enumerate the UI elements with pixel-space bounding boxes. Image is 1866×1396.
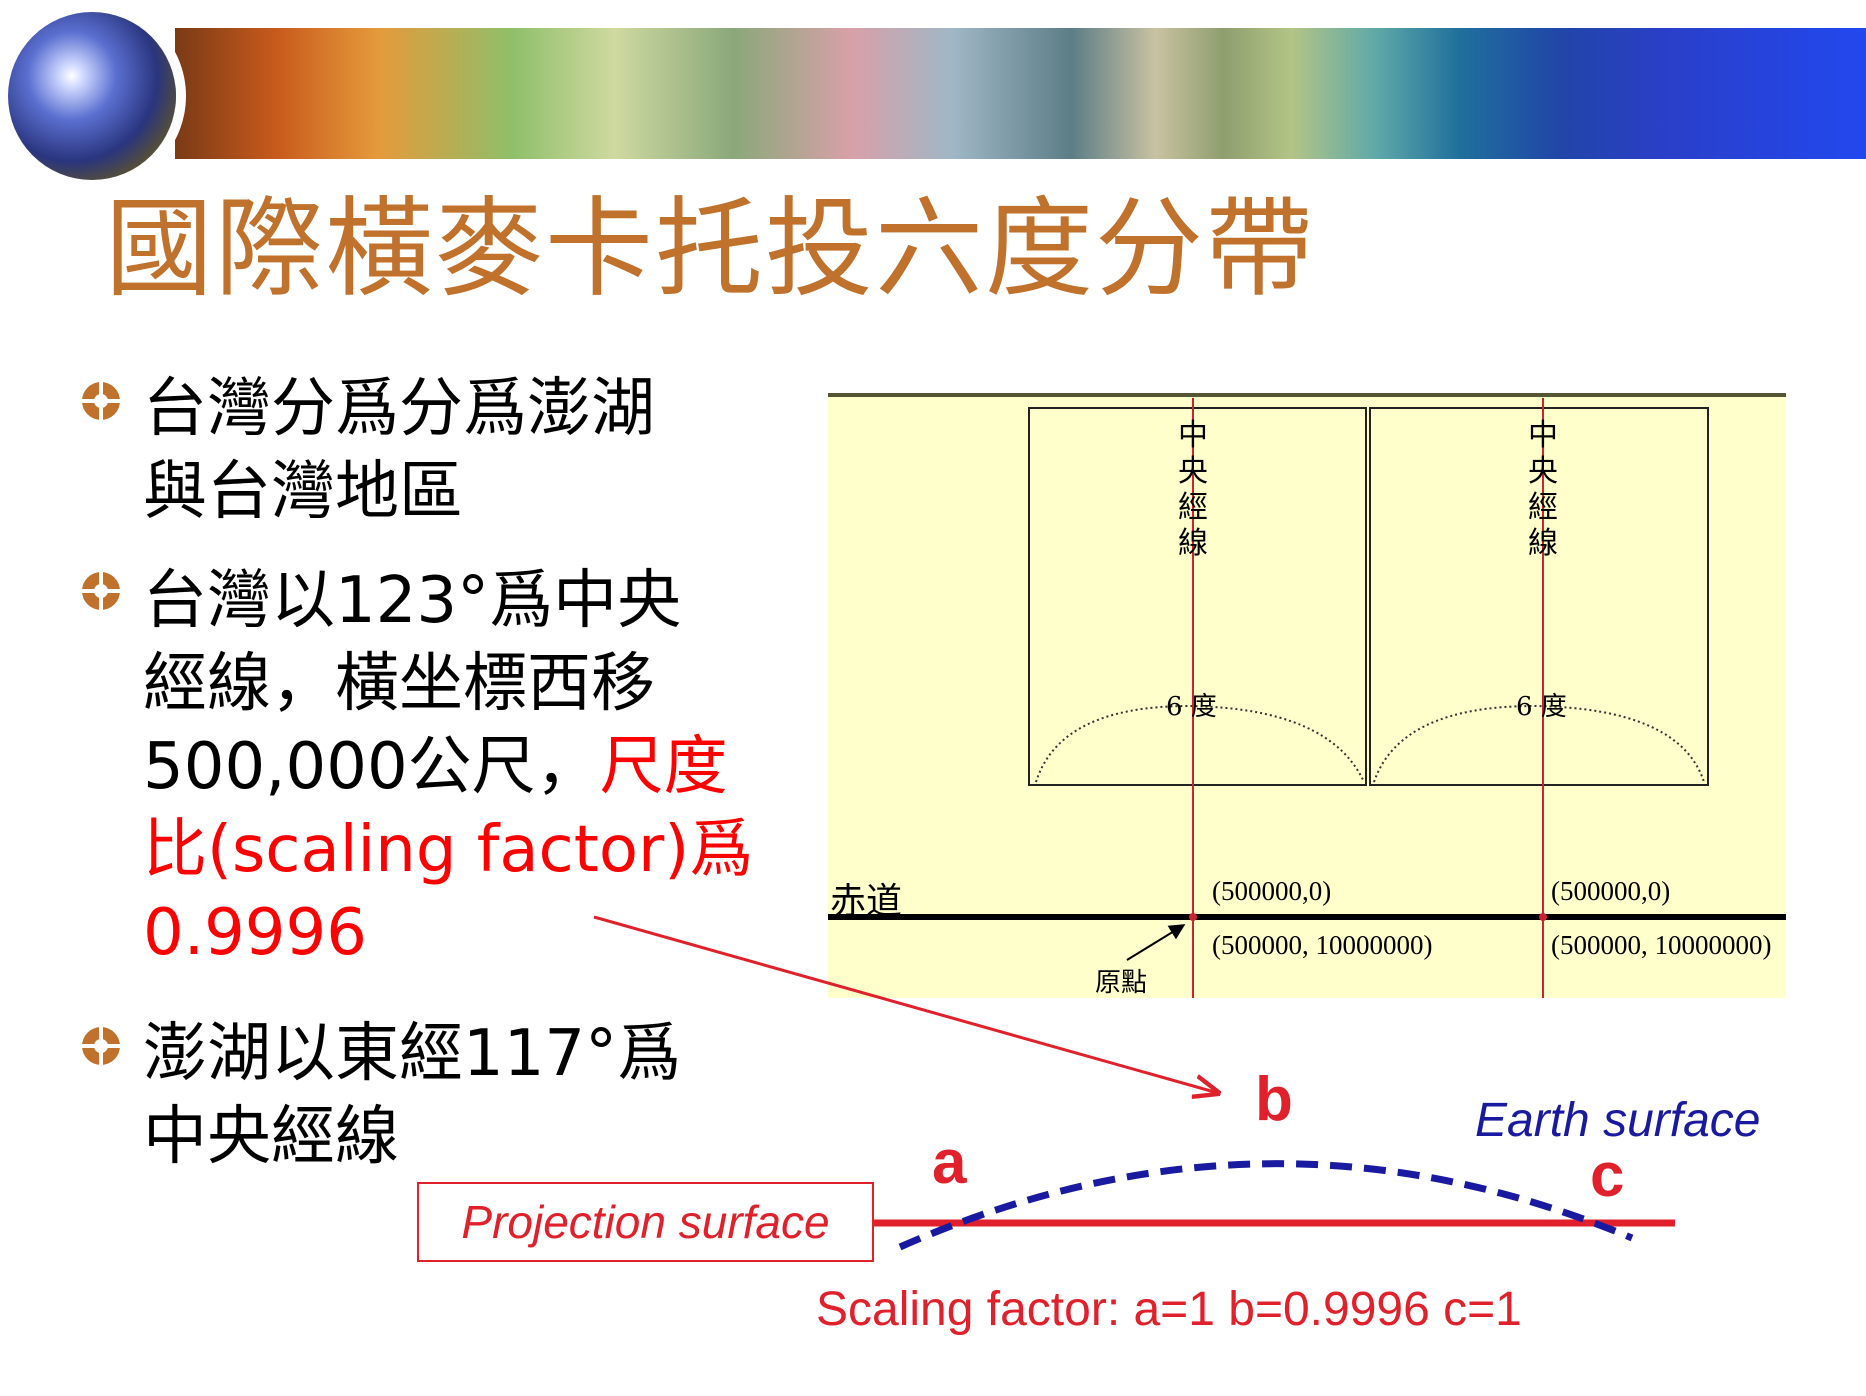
coord-lower-left: (500000, 10000000) (1212, 930, 1433, 960)
six-degree-label-left: 6 度 (1166, 692, 1217, 722)
scaling-factor-caption: Scaling factor: a=1 b=0.9996 c=1 (816, 1283, 1522, 1336)
bullet-icon (82, 382, 120, 420)
bullet-1-line: 台灣分爲分爲澎湖 (143, 372, 655, 446)
six-degree-label-right: 6 度 (1516, 692, 1567, 722)
diagram-background (828, 394, 1786, 998)
bullet-2-line: 500,000公尺，尺度 (143, 726, 753, 809)
slide-title: 國際橫麥卡托投六度分帶 (105, 187, 1316, 312)
bullet-2-text: 台灣以123°爲中央 經線，橫坐標西移 500,000公尺，尺度 比(scali… (143, 560, 753, 975)
earth-surface-label: Earth surface (1475, 1094, 1761, 1147)
zone-box-left (1028, 407, 1367, 786)
zone-box-right (1369, 407, 1709, 786)
bullet-2-line: 經線，橫坐標西移 (143, 647, 655, 721)
bullet-3-text: 澎湖以東經117°爲 中央經線 (143, 1013, 681, 1179)
bullet-2-line-red: 比(scaling factor)爲 (143, 813, 754, 887)
bullet-3-line: 中央經線 (143, 1100, 399, 1174)
projection-surface-text: Projection surface (461, 1196, 830, 1248)
origin-point-left (1189, 913, 1197, 921)
bullet-icon (82, 572, 120, 610)
header-banner-image (175, 28, 1866, 159)
origin-label: 原點 (1095, 968, 1148, 998)
bullet-1-text: 台灣分爲分爲澎湖 與台灣地區 (143, 368, 655, 534)
coord-upper-right: (500000,0) (1551, 876, 1671, 906)
coord-upper-left: (500000,0) (1212, 876, 1332, 906)
projection-surface-label: Projection surface (417, 1182, 874, 1262)
bullet-2-line: 台灣以123°爲中央 (143, 564, 682, 638)
bullet-icon (82, 1027, 120, 1065)
bullet-3-line: 澎湖以東經117°爲 (143, 1017, 682, 1091)
equator-label: 赤道 (830, 881, 903, 922)
globe-logo (8, 12, 176, 180)
central-meridian-label-left: 中央經線 (1178, 418, 1208, 561)
point-c-label: c (1590, 1141, 1625, 1210)
bullet-1-line: 與台灣地區 (143, 455, 463, 529)
point-b-label: b (1255, 1065, 1293, 1134)
coord-lower-right: (500000, 10000000) (1551, 930, 1772, 960)
bullet-2-text-black: 500,000公尺， (143, 730, 600, 804)
central-meridian-label-right: 中央經線 (1528, 418, 1558, 561)
bullet-2-text-red: 尺度 (599, 730, 728, 804)
point-a-label: a (932, 1128, 967, 1197)
origin-point-right (1539, 913, 1547, 921)
bullet-2-line-red: 0.9996 (143, 896, 367, 970)
